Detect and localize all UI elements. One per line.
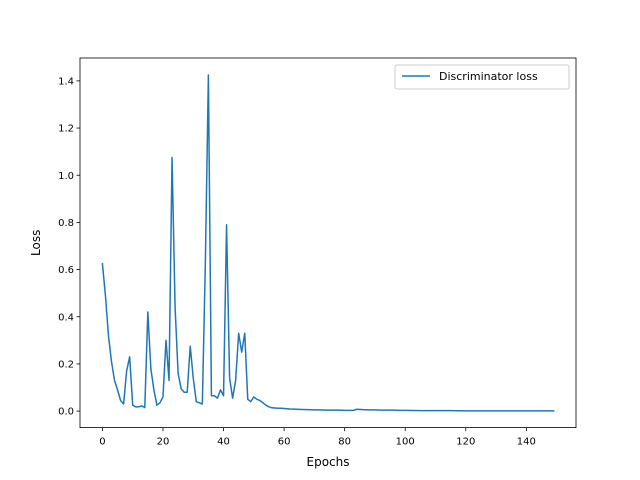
axis-ticks: 0 20 40 60 80 100 120 140 0.0 0.2 0.4 0.6 0.8 1.0 1.2 1… — [58, 76, 536, 447]
x-tick-label: 0 — [99, 437, 105, 448]
series-layer — [101, 74, 555, 412]
x-tick-label: 120 — [456, 437, 475, 448]
plot-area-frame — [79, 57, 577, 429]
y-tick-label: 1.0 — [58, 171, 74, 182]
x-tick-label: 80 — [338, 437, 351, 448]
x-tick-label: 20 — [157, 437, 170, 448]
y-tick-label: 0.8 — [58, 218, 74, 229]
x-axis-label: Epochs — [307, 455, 350, 469]
x-tick-label: 60 — [278, 437, 291, 448]
y-tick-label: 1.2 — [58, 124, 74, 135]
x-tick-label: 140 — [517, 437, 536, 448]
y-tick-label: 0.2 — [58, 360, 74, 371]
discriminator-loss-line — [101, 74, 555, 412]
legend-box — [394, 64, 570, 90]
x-tick-label: 100 — [396, 437, 415, 448]
y-tick-label: 1.4 — [58, 76, 74, 87]
y-tick-label: 0.4 — [58, 312, 74, 323]
legend-label: Discriminator loss — [439, 70, 538, 83]
x-tick-label: 40 — [217, 437, 230, 448]
y-axis-label: Loss — [29, 230, 43, 256]
y-tick-label: 0.6 — [58, 265, 74, 276]
plot-area-background — [80, 58, 576, 428]
legend: Discriminator loss — [394, 64, 570, 90]
y-tick-label: 0.0 — [58, 407, 74, 418]
